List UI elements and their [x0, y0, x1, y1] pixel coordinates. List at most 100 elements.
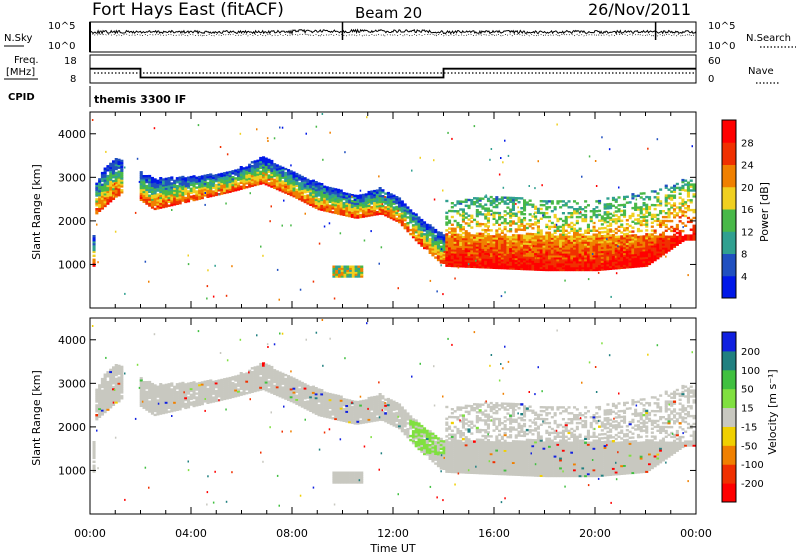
scatter-cell: [225, 385, 229, 388]
scatter-cell: [564, 259, 568, 262]
scatter-cell: [589, 259, 593, 262]
scatter-cell: [103, 177, 107, 180]
scatter-cell: [517, 218, 521, 221]
scatter-cell: [162, 402, 166, 405]
scatter-cell: [417, 239, 421, 243]
scatter-cell: [150, 190, 154, 193]
scatter-cell: [239, 185, 243, 188]
scatter-cell: [486, 238, 490, 242]
scatter-cell: [428, 232, 432, 235]
scatter-cell: [692, 216, 696, 220]
scatter-cell: [113, 183, 116, 185]
scatter-cell: [264, 163, 268, 166]
scatter-cell: [270, 177, 274, 180]
scatter-cell: [141, 194, 144, 197]
scatter-cell: [267, 366, 271, 370]
scatter-cell: [661, 241, 665, 244]
scatter-cell: [245, 374, 249, 377]
scatter-cell: [653, 229, 657, 232]
scatter-cell: [520, 259, 524, 263]
scatter-cell: [292, 389, 296, 392]
scatter-cell: [681, 237, 685, 241]
scatter-cell: [598, 201, 602, 205]
scatter-cell: [273, 386, 277, 390]
scatter-cell: [511, 234, 515, 237]
scatter-cell: [323, 203, 327, 206]
scatter-cell: [553, 253, 557, 256]
scatter-cell: [273, 184, 277, 187]
scatter-cell: [678, 186, 682, 190]
scatter-cell: [525, 201, 529, 204]
scatter-cell: [603, 211, 607, 214]
scatter-cell: [553, 259, 557, 262]
scatter-cell: [187, 384, 191, 387]
scatter-cell: [689, 234, 693, 237]
scatter-cell: [95, 416, 99, 419]
scatter-cell: [470, 216, 474, 219]
scatter-cell: [353, 202, 357, 205]
scatter-cell: [206, 399, 210, 402]
scatter-cell: [192, 183, 196, 186]
scatter-cell: [484, 256, 488, 259]
scatter-cell: [173, 397, 177, 400]
scatter-cell: [264, 367, 268, 370]
scatter-cell: [367, 190, 371, 194]
scatter-cell: [639, 212, 643, 215]
scatter-cell: [490, 148, 493, 150]
scatter-cell: [592, 213, 596, 217]
scatter-cell: [262, 378, 266, 381]
scatter-cell: [531, 260, 535, 263]
scatter-cell: [106, 373, 110, 376]
scatter-cell: [225, 389, 229, 392]
scatter-cell: [325, 194, 329, 197]
scatter-cell: [309, 182, 313, 185]
scatter-cell: [361, 203, 365, 206]
scatter-cell: [153, 180, 157, 183]
scatter-cell: [473, 240, 477, 243]
scatter-cell: [642, 237, 646, 240]
scatter-cell: [467, 240, 471, 243]
scatter-cell: [470, 261, 474, 265]
scatter-cell: [484, 236, 488, 240]
scatter-cell: [278, 189, 282, 192]
scatter-cell: [509, 265, 513, 268]
scatter-cell: [228, 386, 232, 390]
scatter-cell: [306, 180, 310, 183]
scatter-cell: [628, 258, 632, 261]
scatter-cell: [192, 181, 196, 184]
scatter-cell: [167, 402, 171, 406]
scatter-cell: [634, 239, 638, 243]
scatter-cell: [203, 174, 207, 177]
scatter-cell: [259, 166, 263, 170]
scatter-cell: [525, 222, 529, 226]
scatter-cell: [339, 191, 343, 194]
scatter-cell: [656, 253, 660, 256]
scatter-cell: [617, 261, 621, 264]
scatter-cell: [453, 251, 457, 254]
scatter-cell: [575, 210, 579, 213]
scatter-cell: [289, 178, 293, 181]
scatter-cell: [542, 200, 546, 203]
scatter-cell: [600, 262, 604, 265]
scatter-cell: [106, 404, 110, 407]
scatter-cell: [564, 243, 568, 246]
scatter-cell: [475, 242, 479, 245]
scatter-cell: [398, 203, 402, 206]
scatter-cell: [117, 380, 121, 383]
scatter-cell: [511, 198, 515, 202]
scatter-cell: [436, 243, 440, 246]
scatter-cell: [117, 170, 121, 173]
scatter-cell: [164, 399, 168, 402]
scatter-cell: [584, 219, 588, 223]
scatter-cell: [353, 196, 357, 199]
scatter-cell: [153, 413, 157, 417]
scatter-cell: [653, 253, 657, 256]
scatter-cell: [303, 196, 307, 200]
scatter-cell: [509, 200, 513, 203]
scatter-cell: [145, 194, 149, 197]
scatter-cell: [653, 215, 657, 219]
scatter-cell: [614, 239, 618, 243]
scatter-cell: [203, 176, 207, 179]
scatter-cell: [256, 171, 260, 174]
scatter-cell: [278, 383, 282, 386]
